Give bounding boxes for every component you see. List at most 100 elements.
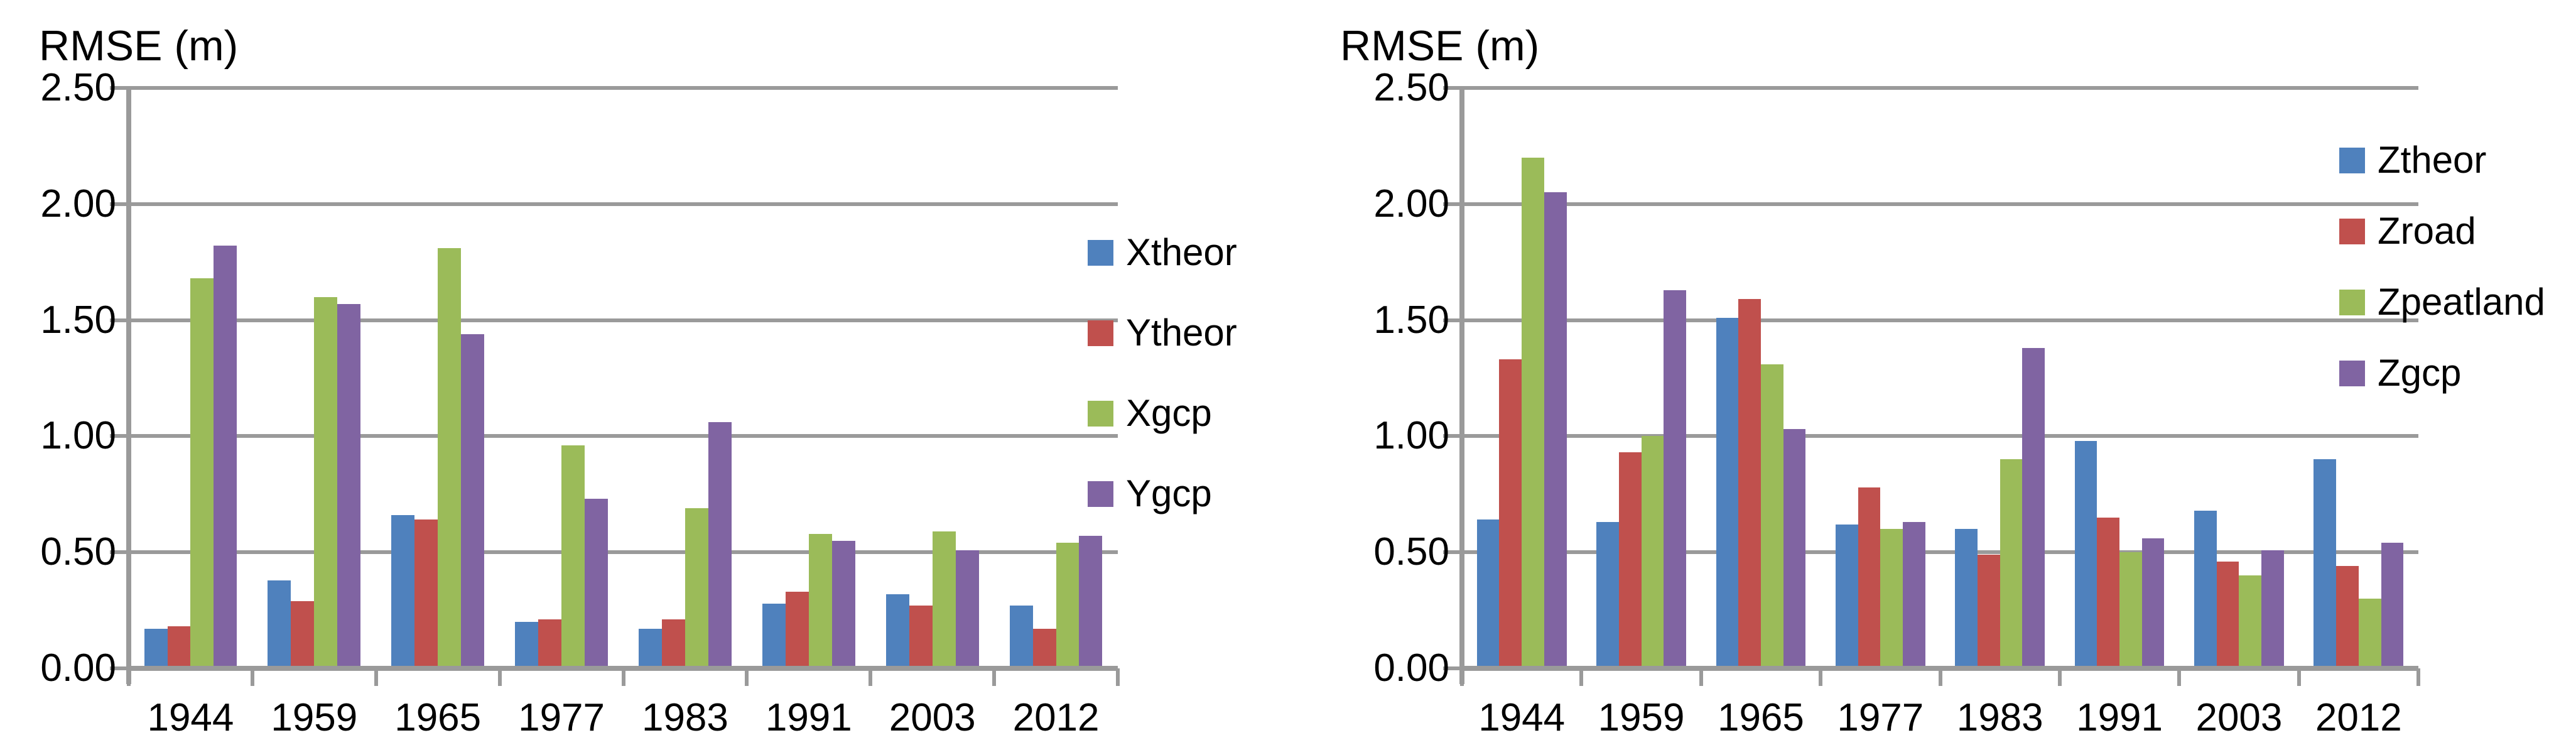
y-axis-line	[126, 86, 131, 684]
gridline	[129, 86, 1118, 90]
x-tick	[621, 668, 625, 686]
bar-ztheor-1965	[1716, 317, 1739, 668]
x-tick	[992, 668, 997, 686]
y-tick	[1443, 666, 1462, 670]
y-tick-label: 2.50	[1373, 66, 1449, 109]
bar-zpeatland-1983	[2000, 459, 2023, 668]
bar-ygcp-1944	[214, 246, 237, 668]
bar-zgcp-1965	[1783, 429, 1806, 668]
x-tick	[1579, 668, 1584, 686]
bar-ytheor-1959	[291, 601, 315, 668]
legend-item-ygcp: Ygcp	[1088, 475, 1212, 513]
legend-label: Xtheor	[1126, 231, 1237, 273]
y-tick	[1443, 434, 1462, 438]
y-tick	[1443, 318, 1462, 322]
bar-xtheor-1977	[515, 622, 539, 668]
x-tick	[1460, 668, 1464, 686]
y-tick-label: 2.00	[1373, 182, 1449, 226]
chart-xy-rmse: RMSE (m) 0.00 0.50 1.00 1.50 2.00 2.50 1944 195…	[39, 23, 1237, 739]
bar-xgcp-1959	[314, 296, 338, 668]
bar-ztheor-1991	[2074, 440, 2097, 668]
bar-zgcp-2012	[2381, 543, 2404, 668]
x-tick	[2297, 668, 2301, 686]
bar-ytheor-2003	[909, 606, 933, 668]
bar-zpeatland-1977	[1880, 529, 1903, 668]
bar-zgcp-1944	[1544, 192, 1567, 668]
bar-zpeatland-1991	[2119, 552, 2142, 668]
bar-zpeatland-1959	[1641, 436, 1664, 668]
x-tick-label: 1991	[765, 696, 852, 739]
x-tick	[1699, 668, 1703, 686]
chart-title: RMSE (m)	[1340, 22, 1540, 70]
y-tick	[110, 318, 129, 322]
y-tick-label: 0.00	[1373, 646, 1449, 690]
legend-item-zgcp: Zgcp	[2339, 352, 2462, 394]
x-tick-label: 1944	[1478, 696, 1566, 739]
bar-xtheor-1991	[762, 603, 786, 668]
legend-label: Zroad	[2378, 210, 2476, 252]
gridline	[1462, 318, 2418, 322]
bar-ztheor-1959	[1596, 522, 1619, 668]
x-tick	[745, 668, 749, 686]
y-tick-label: 2.50	[40, 66, 116, 109]
bar-zpeatland-1965	[1760, 364, 1783, 668]
y-tick	[110, 86, 129, 90]
x-tick	[127, 668, 131, 686]
bar-zgcp-1977	[1903, 522, 1925, 668]
bar-xtheor-1983	[639, 629, 663, 668]
legend-swatch-icon	[2339, 218, 2365, 244]
bar-xgcp-2012	[1056, 543, 1080, 668]
y-tick	[110, 666, 129, 670]
y-tick	[1443, 86, 1462, 90]
y-tick-label: 2.00	[40, 182, 116, 226]
legend-swatch-icon	[2339, 360, 2365, 386]
legend-label: Zpeatland	[2378, 281, 2545, 323]
legend-swatch-icon	[1088, 400, 1113, 427]
y-tick-label: 1.00	[40, 414, 116, 458]
y-tick	[1443, 202, 1462, 206]
bar-ytheor-1983	[662, 619, 685, 668]
bar-ztheor-1977	[1835, 524, 1858, 668]
y-tick	[110, 434, 129, 438]
y-tick-label: 1.00	[1373, 414, 1449, 458]
x-tick-label: 2003	[889, 696, 976, 739]
x-tick	[2416, 668, 2420, 686]
bar-ytheor-1965	[414, 519, 438, 668]
bar-zgcp-2003	[2261, 550, 2284, 668]
gridline	[129, 434, 1118, 438]
bar-zroad-1965	[1738, 299, 1761, 668]
bar-zgcp-1959	[1664, 290, 1686, 668]
gridline	[1462, 550, 2418, 555]
x-tick-label: 1977	[518, 696, 605, 739]
legend-item-xtheor: Xtheor	[1088, 231, 1237, 273]
x-tick	[1938, 668, 1942, 686]
x-tick	[2177, 668, 2182, 686]
bar-xgcp-1965	[438, 248, 462, 668]
bar-ztheor-1944	[1476, 519, 1500, 668]
bar-xtheor-2012	[1009, 606, 1033, 668]
bar-zpeatland-2003	[2239, 575, 2262, 668]
bar-zpeatland-1944	[1522, 157, 1544, 668]
gridline	[129, 550, 1118, 555]
bar-xgcp-1991	[808, 533, 832, 668]
gridline	[129, 318, 1118, 322]
x-tick	[497, 668, 502, 686]
legend-label: Zgcp	[2378, 352, 2462, 394]
y-tick-label: 1.50	[40, 298, 116, 342]
gridline	[1462, 434, 2418, 438]
bar-xtheor-1944	[144, 629, 168, 668]
bar-ygcp-1991	[831, 540, 855, 668]
x-tick-label: 1959	[271, 696, 358, 739]
bar-ytheor-1991	[785, 592, 809, 668]
x-tick	[1116, 668, 1120, 686]
bar-xgcp-1977	[561, 445, 585, 668]
gridline	[1462, 202, 2418, 206]
legend-label: Ytheor	[1126, 312, 1237, 354]
x-tick-label: 1944	[147, 696, 234, 739]
legend-item-xgcp: Xgcp	[1088, 394, 1212, 432]
legend-swatch-icon	[1088, 481, 1113, 507]
bar-ytheor-1944	[167, 626, 191, 668]
legend-swatch-icon	[2339, 289, 2365, 315]
legend-label: Ztheor	[2378, 139, 2487, 181]
